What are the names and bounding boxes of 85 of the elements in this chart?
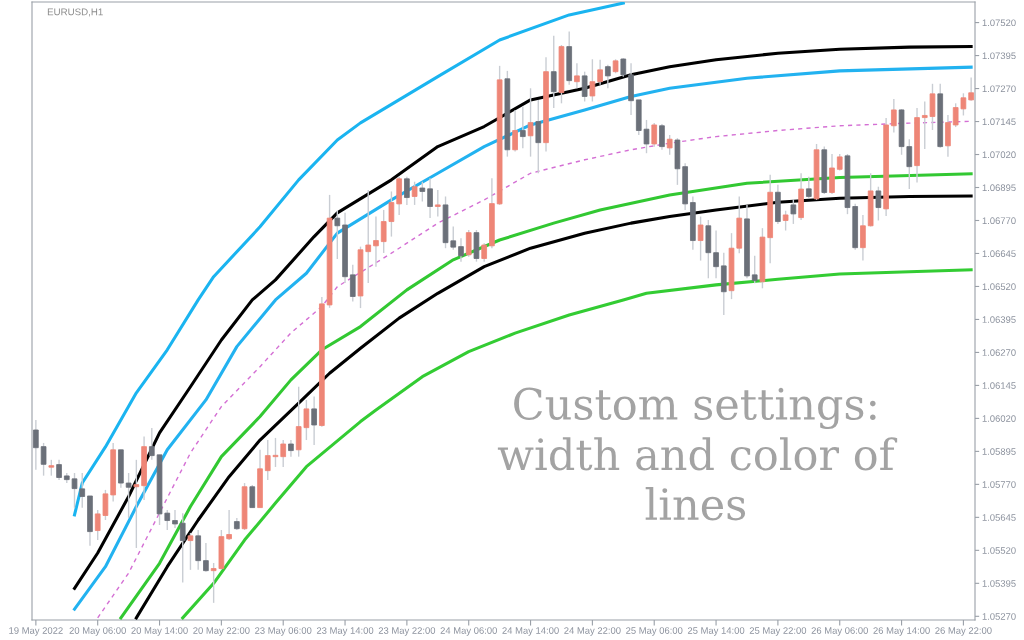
candlestick [581,70,588,103]
y-tick-label: 1.07520 [982,19,1016,27]
candlestick [659,123,665,151]
y-tick-label: 1.06145 [982,382,1016,389]
x-tick-label: 20 May 14:00 [131,627,188,636]
candlestick [419,181,426,203]
candlestick [33,419,39,471]
candlestick [535,99,542,174]
candlestick [349,264,356,303]
annotation: Custom settings: width and color of lines [497,387,898,521]
y-tick-label: 1.05645 [982,514,1016,521]
candlestick [56,459,62,481]
candlestick [666,134,673,156]
candlestick [945,114,951,158]
candlestick [133,459,140,549]
y-tick-label: 1.06895 [982,184,1016,192]
candlestick [589,58,596,103]
candlestick [40,442,47,477]
y-tick-label: 1.06770 [982,217,1016,225]
candlestick [806,175,812,200]
x-tick-label: 23 May 22:00 [378,627,436,636]
x-tick-label: 20 May 22:00 [193,627,250,636]
candlestick [751,255,758,284]
candlestick [427,177,433,219]
candlestick [434,189,441,218]
x-tick-label: 19 May 2022 [9,627,63,636]
candlestick [404,175,410,206]
x-tick-label: 23 May 06:00 [255,627,312,636]
y-tick-label: 1.06020 [982,415,1016,422]
candlestick [790,198,797,225]
candlestick [782,210,789,232]
y-tick-label: 1.07020 [982,151,1016,159]
y-tick-label: 1.07395 [982,52,1016,60]
y-tick-label: 1.06520 [982,283,1016,290]
text: EURUSD,H1 [47,8,103,17]
x-tick-label: 24 May 06:00 [440,627,497,636]
candlestick [713,229,719,279]
x-tick-label: 26 May 06:00 [811,627,868,636]
y-tick-label: 1.07270 [982,85,1016,93]
y-tick-label: 1.05270 [982,613,1016,620]
x-tick-label: 24 May 22:00 [564,627,621,636]
candlestick [891,98,897,134]
y-tick-label: 1.06645 [982,250,1016,257]
candlestick [179,512,186,584]
y-tick-label: 1.06395 [982,316,1016,323]
x-tick-label: 26 May 14:00 [873,627,930,636]
candlestick [465,229,472,258]
y-tick-label: 1.05770 [982,481,1016,488]
x-tick-label: 24 May 14:00 [502,627,559,636]
candlestick [334,210,341,260]
candlestick [620,57,627,78]
candlestick [697,215,704,262]
y-tick-label: 1.07145 [982,118,1016,126]
candlestick [458,237,464,263]
candlestick [481,242,487,263]
y-tick-label: 1.05395 [982,580,1016,587]
candlestick [187,532,194,571]
x-tick-label: 26 May 22:00 [935,627,992,636]
candlestick [226,509,232,541]
candlestick [520,105,526,149]
y-tick-label: 1.05895 [982,448,1016,455]
y-tick-label: 1.06270 [982,349,1016,356]
candlestick [605,64,611,89]
candlestick [203,542,209,573]
candlestick [527,87,534,158]
candlestick [512,109,518,153]
candlestick [125,472,132,519]
candlestick [875,186,882,222]
candlestick [860,214,866,262]
candlestick [550,35,557,109]
candlestick [311,395,317,446]
line-series [181,268,973,620]
x-tick-label: 20 May 06:00 [69,627,126,636]
y-tick-label: 1.05520 [982,547,1016,554]
candlestick [373,215,379,268]
candlestick [651,122,658,148]
candlestick [597,59,603,86]
x-tick-label: 25 May 14:00 [687,627,745,636]
candlestick [411,181,418,206]
x-tick-label: 25 May 06:00 [626,627,683,636]
candlestick [574,62,580,89]
candlestick [249,484,256,509]
candlestick [172,509,178,529]
x-tick-label: 25 May 22:00 [749,627,807,636]
x-tick-label: 23 May 14:00 [316,627,374,636]
